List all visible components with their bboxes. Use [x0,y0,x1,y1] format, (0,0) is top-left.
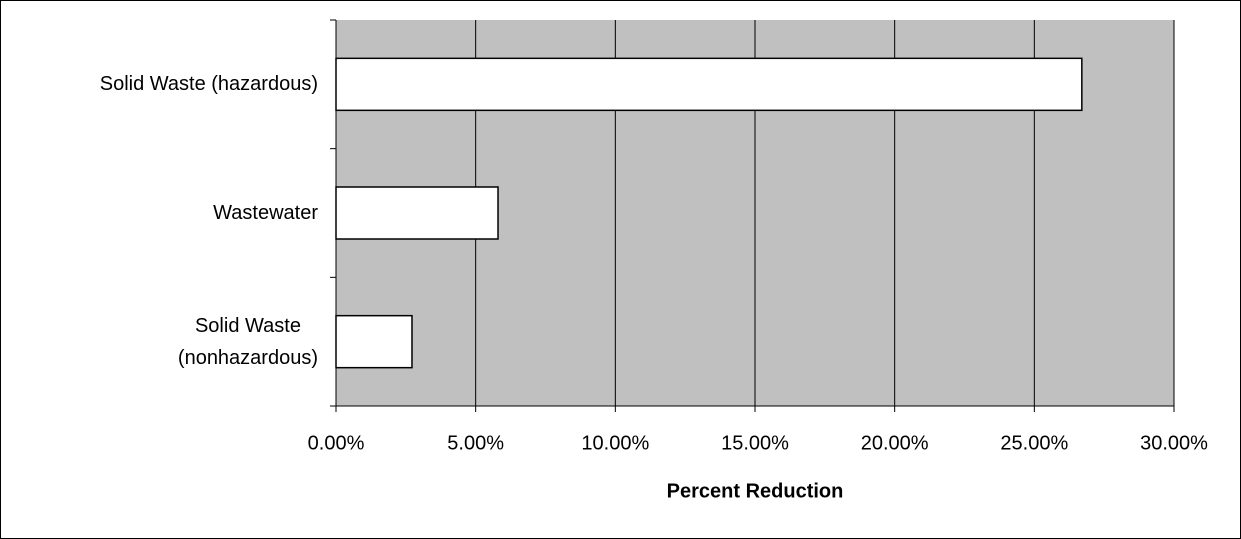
bar [335,314,413,369]
y-tick-label: Wastewater [213,202,318,224]
x-tick-label: 10.00% [581,432,649,454]
x-tick-label: 20.00% [861,432,929,454]
bar [335,57,1083,112]
x-tick-label: 5.00% [447,432,504,454]
x-tick-label: 15.00% [721,432,789,454]
x-tick-label: 0.00% [308,432,365,454]
x-axis-title: Percent Reduction [667,480,844,502]
y-tick-label: Solid Waste (nonhazardous) [177,314,318,369]
x-tick-label: 25.00% [1000,432,1068,454]
x-tick-label: 30.00% [1140,432,1208,454]
bar [335,186,499,240]
y-tick-label: Solid Waste (hazardous) [99,73,318,96]
